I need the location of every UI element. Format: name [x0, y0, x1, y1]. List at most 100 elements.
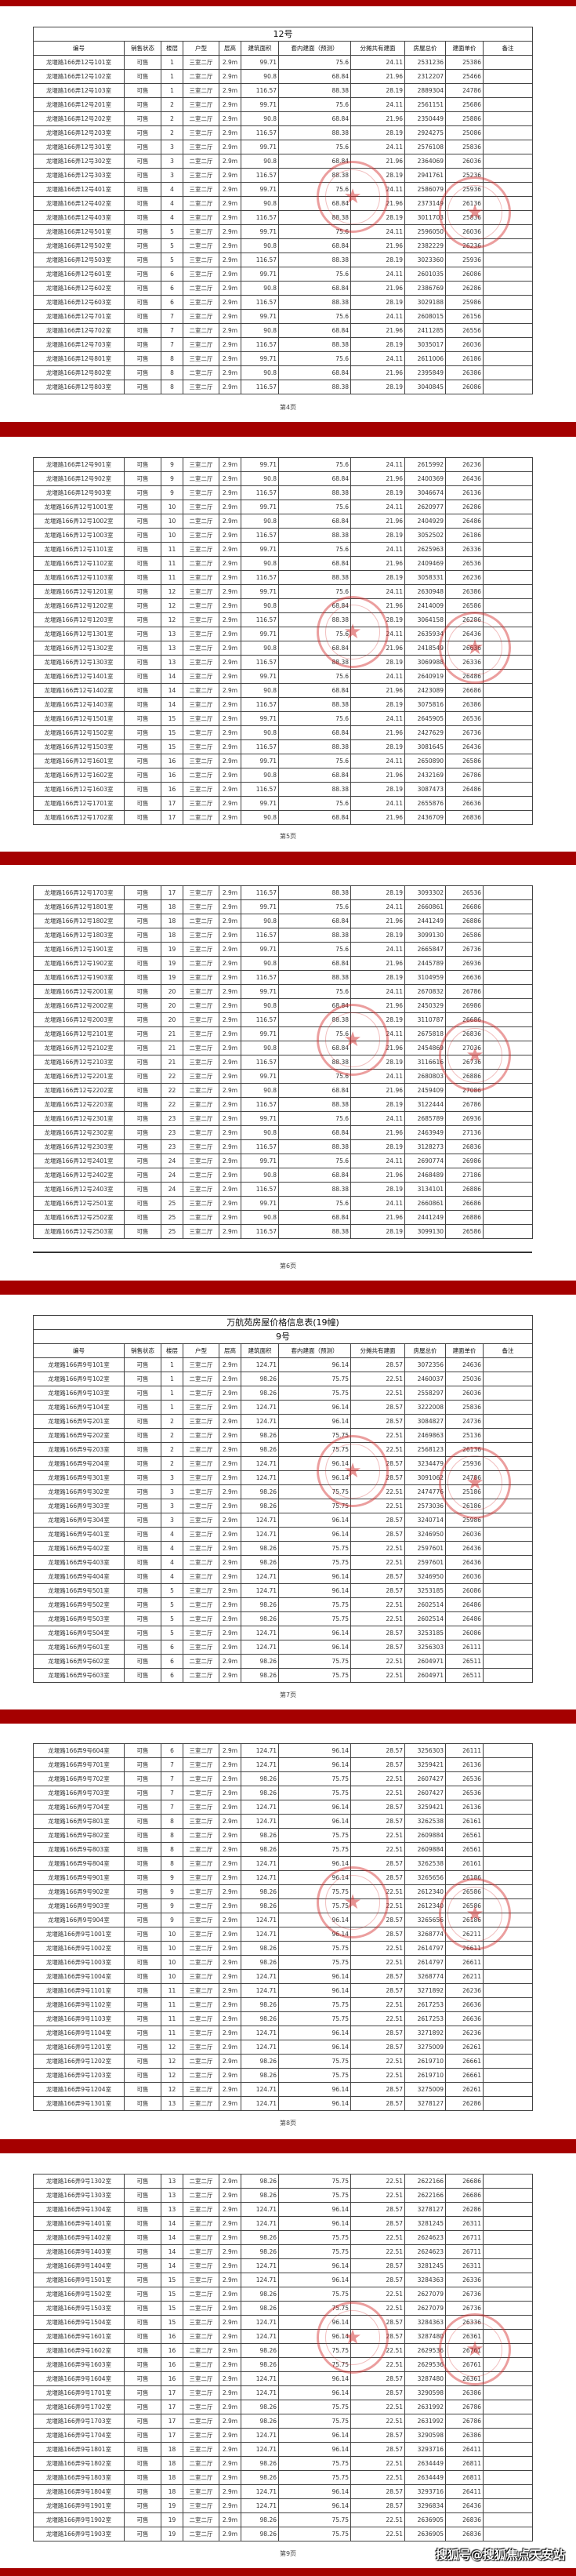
cell-inner-area: 88.38 [278, 739, 351, 754]
cell-total-price: 2597601 [404, 1555, 446, 1570]
cell-unit-price: 26036 [445, 337, 484, 352]
table-row: 龙堰路166弄9号402室 可售 4 二室二厅 2.9m 98.26 75.75 22.51 2… [33, 1541, 534, 1556]
cell-remarks [483, 796, 533, 811]
table-row: 龙堰路166弄9号1402室 可售 14 二室二厅 2.9m 98.26 75.75 22.5… [33, 2230, 533, 2245]
cell-total-price: 3234479 [404, 1456, 446, 1471]
cell-layout: 三室二厅 [183, 337, 219, 352]
cell-unit-id: 龙堰路166弄12号2402室 [33, 1168, 125, 1183]
cell-unit-price: 26736 [445, 2287, 484, 2302]
cell-unit-price: 26486 [445, 514, 484, 529]
cell-sale-status: 可售 [124, 1196, 161, 1211]
cell-floor-height: 2.9m [219, 1125, 241, 1140]
cell-total-price: 2634449 [404, 2456, 446, 2471]
cell-unit-price: 26286 [445, 2096, 484, 2111]
cell-floor: 5 [161, 1583, 183, 1598]
cell-remarks [482, 1442, 534, 1457]
cell-floor-height: 2.9m [219, 1870, 241, 1885]
cell-unit-id: 龙堰路166弄12号801室 [33, 351, 125, 366]
cell-building-area: 124.71 [241, 1800, 279, 1815]
cell-unit-id: 龙堰路166弄12号1701室 [33, 796, 125, 811]
cell-remarks [482, 309, 534, 324]
cell-inner-area: 68.84 [278, 1041, 351, 1055]
cell-shared-area: 28.19 [350, 739, 405, 754]
cell-sale-status: 可售 [124, 2202, 161, 2217]
cell-building-area: 116.57 [241, 83, 279, 98]
cell-sale-status: 可售 [124, 2512, 161, 2527]
cell-unit-id: 龙堰路166弄9号1703室 [33, 2414, 125, 2429]
cell-unit-price: 26186 [445, 1870, 484, 1885]
cell-floor-height: 2.9m [219, 970, 241, 985]
cell-unit-price: 26136 [445, 1442, 484, 1457]
cell-shared-area: 21.96 [350, 641, 405, 656]
cell-floor: 17 [161, 796, 183, 811]
cell-sale-status: 可售 [124, 1828, 161, 1843]
cell-floor: 6 [161, 281, 183, 296]
cell-inner-area: 68.84 [278, 1083, 351, 1098]
cell-unit-id: 龙堰路166弄12号1201室 [33, 584, 125, 599]
table-row: 龙堰路166弄9号1303室 可售 13 二室二厅 2.9m 98.26 75.75 22.5… [33, 2188, 533, 2203]
cell-unit-price: 26436 [445, 1555, 484, 1570]
cell-floor: 10 [161, 1969, 183, 1984]
cell-sale-status: 可售 [124, 281, 161, 296]
cell-floor-height: 2.9m [219, 928, 241, 943]
cell-inner-area: 75.75 [278, 1541, 351, 1556]
cell-total-price: 2459409 [404, 1083, 446, 1098]
cell-floor-height: 2.9m [219, 2414, 241, 2429]
cell-shared-area: 21.96 [350, 1125, 405, 1140]
table-row: 龙堰路166弄9号603室 可售 6 二室二厅 2.9m 98.26 75.75 22.51 2… [33, 1668, 534, 1683]
cell-unit-id: 龙堰路166弄12号1902室 [33, 956, 125, 971]
cell-unit-id: 龙堰路166弄12号202室 [33, 111, 125, 126]
cell-layout: 三室二厅 [183, 1414, 219, 1429]
cell-unit-id: 龙堰路166弄9号504室 [33, 1626, 125, 1640]
cell-inner-area: 96.14 [278, 1640, 351, 1655]
cell-unit-price: 26111 [445, 1743, 484, 1758]
cell-floor: 17 [161, 810, 183, 825]
cell-inner-area: 68.84 [278, 956, 351, 971]
cell-building-area: 124.71 [241, 1743, 279, 1758]
cell-total-price: 2576108 [404, 140, 446, 154]
cell-unit-id: 龙堰路166弄9号1504室 [33, 2315, 125, 2330]
cell-remarks [483, 1041, 533, 1055]
cell-remarks [483, 1055, 533, 1070]
cell-layout: 三室二厅 [183, 1983, 219, 1998]
cell-total-price: 2685789 [404, 1111, 446, 1126]
table-row: 龙堰路166弄9号602室 可售 6 二室二厅 2.9m 98.26 75.75 22.51 2… [33, 1654, 534, 1669]
cell-inner-area: 96.14 [278, 1456, 351, 1471]
cell-building-area: 99.71 [241, 796, 279, 811]
cell-total-price: 3293716 [404, 2442, 446, 2457]
cell-unit-id: 龙堰路166弄9号901室 [33, 1870, 125, 1885]
table-row: 龙堰路166弄9号304室 可售 3 三室二厅 2.9m 124.71 96.14 28.57… [33, 1513, 534, 1528]
cell-floor-height: 2.9m [219, 2082, 241, 2097]
cell-floor-height: 2.9m [219, 1442, 241, 1457]
cell-building-area: 90.8 [241, 281, 279, 296]
cell-shared-area: 28.19 [350, 295, 405, 310]
cell-floor: 11 [161, 2011, 183, 2026]
cell-layout: 三室二厅 [183, 1527, 219, 1542]
cell-layout: 三室二厅 [183, 528, 219, 543]
cell-floor-height: 2.9m [219, 739, 241, 754]
cell-unit-price: 26786 [445, 1097, 484, 1112]
cell-building-area: 99.71 [241, 140, 279, 154]
cell-layout: 三室二厅 [183, 1196, 219, 1211]
cell-shared-area: 24.11 [350, 267, 405, 282]
cell-unit-id: 龙堰路166弄9号1903室 [33, 2527, 125, 2541]
cell-sale-status: 可售 [124, 1898, 161, 1913]
cell-remarks [483, 1927, 533, 1942]
frame-bar [0, 1281, 576, 1295]
cell-building-area: 124.71 [241, 2371, 279, 2386]
cell-unit-id: 龙堰路166弄9号1701室 [33, 2385, 125, 2400]
cell-floor: 9 [161, 1870, 183, 1885]
cell-inner-area: 75.75 [278, 1386, 351, 1401]
cell-inner-area: 68.84 [278, 471, 351, 486]
cell-floor: 18 [161, 899, 183, 914]
cell-shared-area: 21.96 [350, 998, 405, 1013]
cell-floor: 14 [161, 2258, 183, 2273]
cell-unit-price: 26536 [445, 1786, 484, 1800]
cell-remarks [483, 1856, 533, 1871]
cell-building-area: 98.26 [241, 1997, 279, 2012]
table-row: 龙堰路166弄9号1204室 可售 12 三室二厅 2.9m 124.71 96.14 28.… [33, 2082, 533, 2097]
cell-floor-height: 2.9m [219, 514, 241, 529]
cell-shared-area: 22.51 [350, 1611, 405, 1626]
cell-layout: 三室二厅 [183, 351, 219, 366]
cell-remarks [483, 500, 533, 514]
